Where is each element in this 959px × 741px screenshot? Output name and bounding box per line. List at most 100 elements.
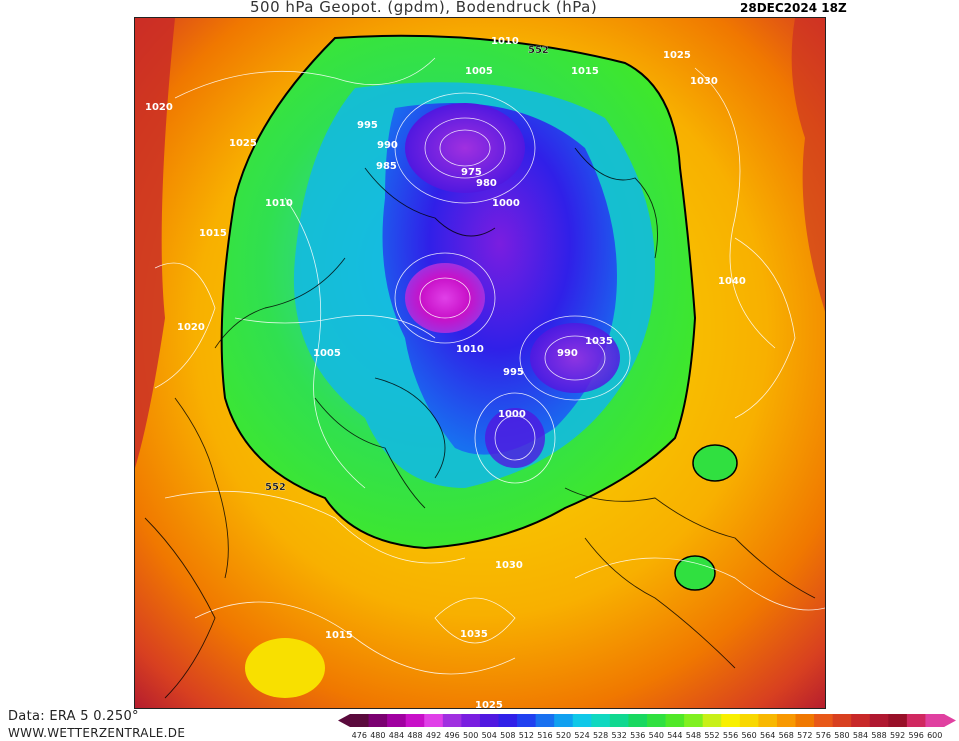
legend-swatch xyxy=(479,714,499,727)
pressure-label: 1025 xyxy=(475,700,503,709)
legend-swatch xyxy=(832,714,852,727)
legend-swatch xyxy=(795,714,815,727)
legend-tick-label: 548 xyxy=(686,731,701,740)
legend-tick-label: 500 xyxy=(463,731,478,740)
pressure-label: 1000 xyxy=(498,409,526,420)
legend-tick-label: 540 xyxy=(649,731,664,740)
coastlines xyxy=(144,147,816,699)
green-island-east xyxy=(692,444,738,482)
contour-552-label: 552 xyxy=(265,482,286,493)
pressure-label: 1030 xyxy=(495,560,523,571)
hot-edge-east xyxy=(791,18,825,312)
legend-swatch xyxy=(869,714,889,727)
legend-tick-label: 592 xyxy=(890,731,905,740)
data-source: Data: ERA 5 0.250° xyxy=(8,709,139,724)
legend-swatch xyxy=(888,714,908,727)
pressure-label: 1005 xyxy=(465,66,493,77)
legend-tick-label: 488 xyxy=(407,731,422,740)
legend-swatch xyxy=(684,714,704,727)
legend-tick-label: 536 xyxy=(630,731,645,740)
legend-tick-label: 580 xyxy=(834,731,849,740)
pressure-label: 975 xyxy=(461,167,482,178)
legend-tick-label: 524 xyxy=(574,731,589,740)
chart-title: 500 hPa Geopot. (gpdm), Bodendruck (hPa) xyxy=(250,0,598,16)
legend-tick-label: 504 xyxy=(482,731,497,740)
legend-swatch xyxy=(739,714,759,727)
weather-map[interactable]: 1010 552 1025 1005 1015 1030 1020 995 99… xyxy=(134,17,826,709)
legend-swatch xyxy=(906,714,926,727)
pressure-label: 1020 xyxy=(177,322,205,333)
legend-tick-label: 576 xyxy=(816,731,831,740)
legend-tick-label: 584 xyxy=(853,731,868,740)
pressure-label: 1010 xyxy=(456,344,484,355)
hot-edge-west xyxy=(135,18,175,468)
pressure-label: 990 xyxy=(557,348,578,359)
legend-tick-label: 528 xyxy=(593,731,608,740)
pressure-label: 1010 xyxy=(265,198,293,209)
legend-swatch xyxy=(814,714,834,727)
legend-tick-label: 596 xyxy=(909,731,924,740)
pressure-label: 1010 xyxy=(491,36,519,47)
pressure-label: 985 xyxy=(376,161,397,172)
legend-swatch xyxy=(387,714,407,727)
green-island-southeast xyxy=(674,555,716,591)
legend-tick-label: 552 xyxy=(704,731,719,740)
legend-swatch xyxy=(721,714,741,727)
legend-swatch xyxy=(591,714,611,727)
legend-tick-label: 496 xyxy=(444,731,459,740)
legend-tick-label: 480 xyxy=(370,731,385,740)
website-link[interactable]: WWW.WETTERZENTRALE.DE xyxy=(8,726,186,740)
pressure-label: 980 xyxy=(476,178,497,189)
legend-arrow-right xyxy=(944,714,956,727)
pressure-label: 1020 xyxy=(145,102,173,113)
legend-swatch xyxy=(628,714,648,727)
pressure-label: 1000 xyxy=(492,198,520,209)
chart-date: 28DEC2024 18Z xyxy=(740,1,847,15)
pressure-label: 1015 xyxy=(571,66,599,77)
legend-swatch xyxy=(442,714,462,727)
legend-tick-label: 544 xyxy=(667,731,682,740)
legend-swatch xyxy=(535,714,555,727)
legend-swatch xyxy=(925,714,945,727)
pressure-label: 1035 xyxy=(460,629,488,640)
legend-swatch xyxy=(424,714,444,727)
legend-swatch xyxy=(517,714,537,727)
pressure-label: 995 xyxy=(357,120,378,131)
pressure-label: 1005 xyxy=(313,348,341,359)
legend-swatch xyxy=(572,714,592,727)
low-east xyxy=(530,323,620,393)
legend-tick-label: 508 xyxy=(500,731,515,740)
legend-swatch xyxy=(776,714,796,727)
legend-swatch xyxy=(609,714,629,727)
legend-swatch xyxy=(851,714,871,727)
contour-552 xyxy=(220,34,697,550)
legend-tick-label: 600 xyxy=(927,731,942,740)
pressure-label: 1015 xyxy=(325,630,353,641)
legend-tick-label: 484 xyxy=(389,731,404,740)
legend-swatch xyxy=(665,714,685,727)
legend-swatch xyxy=(498,714,518,727)
pressure-label: 1040 xyxy=(718,276,746,287)
legend-swatch xyxy=(405,714,425,727)
low-center-pink xyxy=(405,263,485,333)
pressure-label: 1035 xyxy=(585,336,613,347)
legend-swatch xyxy=(647,714,667,727)
legend-tick-label: 556 xyxy=(723,731,738,740)
pressure-label: 990 xyxy=(377,140,398,151)
warm-blob-southwest xyxy=(245,638,325,698)
isobars xyxy=(154,57,825,675)
legend-tick-label: 572 xyxy=(797,731,812,740)
pressure-label: 1025 xyxy=(229,138,257,149)
contour-552-label: 552 xyxy=(528,45,549,56)
legend-tick-label: 532 xyxy=(612,731,627,740)
pressure-labels: 1010 552 1025 1005 1015 1030 1020 995 99… xyxy=(145,36,746,709)
low-north xyxy=(405,103,525,193)
legend-tick-label: 588 xyxy=(871,731,886,740)
legend-tick-label: 476 xyxy=(352,731,367,740)
legend-swatch xyxy=(554,714,574,727)
legend-swatch xyxy=(461,714,481,727)
pressure-label: 1025 xyxy=(663,50,691,61)
legend-arrow-left xyxy=(338,714,350,727)
legend-tick-label: 564 xyxy=(760,731,775,740)
color-legend: 476 480 484 488 492 496 500 504 508 512 516 520 524 5… xyxy=(338,712,956,741)
